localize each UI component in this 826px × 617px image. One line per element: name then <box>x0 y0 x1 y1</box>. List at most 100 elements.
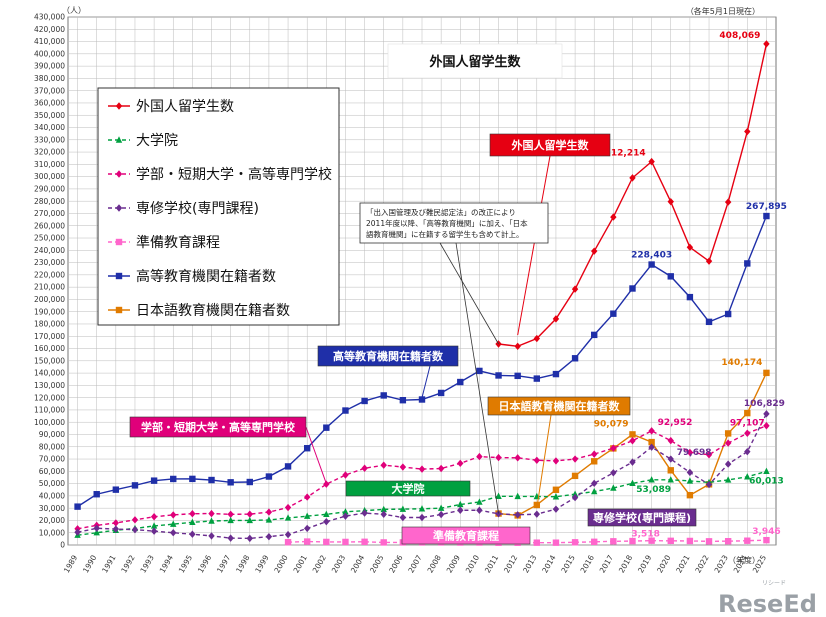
data-point-higher_ed <box>112 486 120 493</box>
data-label-undergrad: 92,952 <box>658 418 693 428</box>
legend-label: 日本語教育機関在籍者数 <box>136 302 290 319</box>
data-point-vocational <box>763 410 770 418</box>
data-point-vocational <box>361 509 368 517</box>
y-tick-label: 140,000 <box>34 369 65 378</box>
y-tick-label: 10,000 <box>39 528 65 537</box>
data-point-higher_ed <box>265 473 273 480</box>
data-point-undergrad <box>284 503 292 512</box>
data-point-higher_ed <box>495 372 502 379</box>
data-point-vocational <box>629 458 636 466</box>
data-point-graduate <box>629 479 636 487</box>
data-point-undergrad <box>112 519 120 527</box>
annotation-box_graduate: 大学院 <box>345 480 471 497</box>
x-tick-label: 1996 <box>196 553 213 574</box>
y-tick-label: 120,000 <box>34 393 65 402</box>
data-point-total <box>705 257 713 265</box>
data-point-total <box>724 198 732 206</box>
data-point-graduate <box>591 487 598 495</box>
data-point-prep <box>629 537 636 545</box>
data-point-graduate <box>495 492 502 499</box>
data-point-total <box>648 157 655 166</box>
data-point-undergrad <box>227 510 234 519</box>
x-tick-label: 2007 <box>406 553 423 574</box>
data-point-graduate <box>667 476 674 483</box>
data-point-vocational <box>323 517 330 526</box>
data-point-undergrad <box>686 448 694 457</box>
data-point-prep <box>284 538 292 546</box>
data-point-prep <box>380 539 387 546</box>
y-tick-label: 250,000 <box>34 234 65 243</box>
legend-item-graduate: 大学院 <box>108 133 178 149</box>
data-point-graduate <box>170 520 177 527</box>
y-tick-label: 0 <box>60 541 65 550</box>
data-point-vocational <box>686 468 694 477</box>
y-tick-label: 270,000 <box>34 209 65 218</box>
data-point-japanese_lang <box>629 431 636 438</box>
y-tick-label: 300,000 <box>34 172 65 181</box>
legend-swatch-marker <box>115 136 123 143</box>
data-label-vocational: 79,698 <box>677 448 712 458</box>
data-point-prep <box>591 538 598 546</box>
data-point-japanese_lang <box>763 369 770 377</box>
data-point-higher_ed <box>763 212 770 220</box>
data-point-undergrad <box>418 465 426 473</box>
data-point-higher_ed <box>303 445 311 452</box>
data-point-undergrad <box>744 429 751 437</box>
data-point-higher_ed <box>399 396 407 404</box>
data-point-higher_ed <box>705 318 713 326</box>
x-tick-label: 2002 <box>311 553 328 574</box>
legend-swatch-marker <box>115 238 123 246</box>
data-point-total <box>571 285 579 293</box>
data-point-higher_ed <box>380 392 387 399</box>
data-point-higher_ed <box>93 491 100 498</box>
watermark-text: ReseEd <box>718 590 817 617</box>
annotation-box <box>587 508 697 527</box>
x-tick-label: 1998 <box>234 553 251 574</box>
data-point-total <box>552 315 560 323</box>
data-point-prep <box>533 539 541 546</box>
x-tick-label: 2011 <box>483 553 500 574</box>
legend-item-vocational: 専修学校(専門課程) <box>108 200 259 217</box>
legend-swatch-marker <box>115 170 123 178</box>
data-point-undergrad <box>131 516 139 524</box>
annotation-label: 学部・短期大学・高等専門学校 <box>141 420 296 434</box>
data-point-prep <box>667 537 674 545</box>
data-point-prep <box>571 539 579 546</box>
data-point-vocational <box>610 469 617 477</box>
data-point-higher_ed <box>514 372 521 380</box>
annotation-label: 準備教育課程 <box>433 529 499 543</box>
data-label-total: 408,069 <box>719 31 760 41</box>
x-tick-label: 2018 <box>617 553 634 574</box>
data-point-higher_ed <box>342 407 349 414</box>
data-point-undergrad <box>552 457 560 465</box>
data-point-vocational <box>74 528 81 536</box>
data-label-graduate: 60,013 <box>749 476 784 486</box>
data-point-total <box>744 127 751 136</box>
data-point-undergrad <box>629 437 636 445</box>
data-point-graduate <box>418 505 426 512</box>
y-tick-label: 370,000 <box>34 86 65 95</box>
data-point-undergrad <box>189 509 196 518</box>
data-point-graduate <box>380 505 387 513</box>
data-point-undergrad <box>533 456 541 464</box>
data-point-graduate <box>150 522 158 529</box>
data-point-vocational <box>476 506 483 514</box>
y-tick-label: 180,000 <box>34 320 65 329</box>
annotation-label: 大学院 <box>392 482 425 496</box>
data-point-undergrad <box>667 436 674 445</box>
data-point-higher_ed <box>686 293 694 301</box>
y-tick-label: 290,000 <box>34 185 65 194</box>
x-tick-label: 2000 <box>272 553 289 574</box>
data-point-undergrad <box>724 439 732 447</box>
x-tick-label: 2021 <box>674 553 691 574</box>
data-point-undergrad <box>763 422 770 430</box>
data-label-japanese_lang: 90,079 <box>594 419 629 429</box>
data-point-vocational <box>667 455 674 463</box>
data-point-graduate <box>763 467 770 475</box>
data-point-undergrad <box>170 511 177 519</box>
data-point-undergrad <box>571 455 579 463</box>
data-point-undergrad <box>437 464 445 473</box>
annotation-label: 高等教育機関在籍者数 <box>333 349 444 363</box>
data-point-japanese_lang <box>591 458 598 465</box>
legend-swatch-marker <box>115 102 123 110</box>
